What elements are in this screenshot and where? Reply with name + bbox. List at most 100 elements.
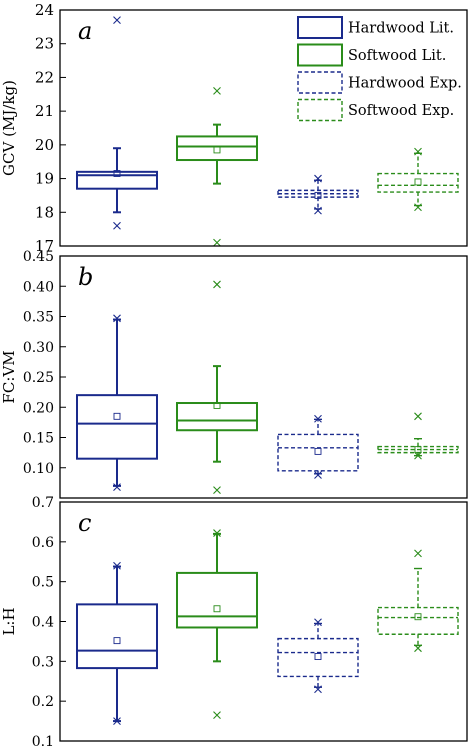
outlier-marker xyxy=(113,483,121,491)
outlier-stroke xyxy=(414,147,422,156)
outlier-stroke xyxy=(314,618,322,627)
box-hardwood-exp xyxy=(277,414,359,479)
chart-panel-a: 17 18 19 20 21 22 23 24 GCV (MJ/kg) a Hardwood Lit… xyxy=(0,1,468,255)
y-tick-label: 19 xyxy=(35,170,54,188)
y-tick-label: 0.2 xyxy=(32,694,54,710)
mean-marker xyxy=(314,447,322,455)
y-tick-label: 0.20 xyxy=(23,400,54,416)
legend-swatch xyxy=(297,71,343,94)
panel-label: a xyxy=(78,17,92,45)
outlier-marker xyxy=(213,711,221,719)
iqr-box xyxy=(277,433,359,472)
mean-marker xyxy=(113,412,121,420)
y-tick-label: 0.35 xyxy=(23,310,54,326)
outlier-marker xyxy=(314,471,322,479)
legend-label: Softwood Lit. xyxy=(348,48,446,64)
outlier-marker xyxy=(113,717,121,725)
outlier-stroke xyxy=(414,644,422,653)
plot-frame xyxy=(59,501,468,742)
y-tick-label: 0.1 xyxy=(32,734,54,750)
iqr-box xyxy=(76,170,158,190)
outlier-marker xyxy=(213,486,221,495)
box-hardwood-exp xyxy=(277,174,359,215)
plot-frame xyxy=(59,255,468,499)
y-axis-title: L:H xyxy=(0,607,18,635)
outlier-stroke xyxy=(314,174,322,183)
iqr-box xyxy=(377,606,459,635)
outlier-stroke xyxy=(414,412,422,421)
outlier-stroke xyxy=(414,549,422,558)
y-tick-label: 0.10 xyxy=(23,461,54,477)
y-tick-label: 22 xyxy=(35,68,54,86)
legend: Hardwood Lit. Softwood Lit. Hardwood Exp. S… xyxy=(297,16,462,122)
outlier-stroke xyxy=(314,206,322,215)
outlier-marker xyxy=(414,203,422,212)
mean-marker xyxy=(113,170,121,177)
chart-panel-b: 0.10 0.15 0.20 0.25 0.30 0.35 0.40 0.45 FC:VM b xyxy=(0,249,468,499)
outlier-stroke xyxy=(213,711,221,719)
outlier-marker xyxy=(113,221,121,230)
y-tick-label: 0.30 xyxy=(23,340,54,356)
outlier-stroke xyxy=(414,203,422,212)
iqr-box xyxy=(176,402,258,432)
outlier-marker xyxy=(213,529,221,537)
mean-marker xyxy=(113,637,121,645)
mean-marker xyxy=(314,191,322,199)
outlier-stroke xyxy=(113,561,121,570)
y-tick-label: 0.15 xyxy=(23,431,54,447)
outlier-marker xyxy=(414,644,422,653)
y-tick-label: 0.5 xyxy=(32,575,54,591)
outlier-marker xyxy=(213,238,221,247)
mean-marker xyxy=(414,446,422,454)
outlier-marker xyxy=(314,618,322,627)
legend-swatch xyxy=(297,43,343,67)
box-hardwood-lit xyxy=(76,314,158,491)
outlier-marker xyxy=(414,549,422,558)
iqr-box xyxy=(176,571,258,629)
y-axis-title: FC:VM xyxy=(0,350,18,403)
y-tick-label: 0.3 xyxy=(32,654,54,670)
outlier-stroke xyxy=(113,717,121,725)
y-tick-label: 20 xyxy=(35,136,54,154)
outlier-marker xyxy=(213,280,221,289)
box-softwood-exp xyxy=(377,147,459,212)
outlier-marker xyxy=(414,147,422,156)
box-hardwood-lit xyxy=(76,561,158,725)
panel-label: c xyxy=(78,509,91,537)
box-softwood-lit xyxy=(176,529,258,719)
panel-label: b xyxy=(78,263,93,291)
outlier-marker xyxy=(113,16,121,25)
y-tick-label: 0.40 xyxy=(23,279,54,295)
legend-label: Hardwood Lit. xyxy=(348,21,454,37)
outlier-marker xyxy=(314,206,322,215)
outlier-stroke xyxy=(213,529,221,537)
outlier-marker xyxy=(314,685,322,694)
outlier-marker xyxy=(113,561,121,570)
outlier-stroke xyxy=(113,314,121,323)
outlier-stroke xyxy=(314,685,322,694)
box-softwood-exp xyxy=(377,549,459,653)
outlier-marker xyxy=(113,314,121,323)
box-hardwood-exp xyxy=(277,618,359,694)
y-tick-label: 18 xyxy=(35,203,54,221)
mean-marker xyxy=(213,605,221,613)
outlier-stroke xyxy=(113,16,121,25)
outlier-stroke xyxy=(213,280,221,289)
outlier-stroke xyxy=(213,87,221,95)
mean-marker xyxy=(213,146,221,154)
outlier-marker xyxy=(414,451,422,460)
mean-marker xyxy=(213,401,221,409)
y-tick-label: 24 xyxy=(35,1,54,19)
legend-swatch xyxy=(297,16,343,39)
iqr-box xyxy=(277,637,359,678)
iqr-box xyxy=(176,135,258,162)
iqr-box xyxy=(76,603,158,670)
y-axis-title: GCV (MJ/kg) xyxy=(0,80,18,176)
chart-panel-c: 0.1 0.2 0.3 0.4 0.5 0.6 0.7 L:H c xyxy=(0,495,468,750)
outlier-stroke xyxy=(213,238,221,247)
iqr-box xyxy=(377,172,459,193)
box-hardwood-lit xyxy=(76,16,158,230)
iqr-box xyxy=(76,394,158,460)
legend-label: Softwood Exp. xyxy=(348,103,454,119)
